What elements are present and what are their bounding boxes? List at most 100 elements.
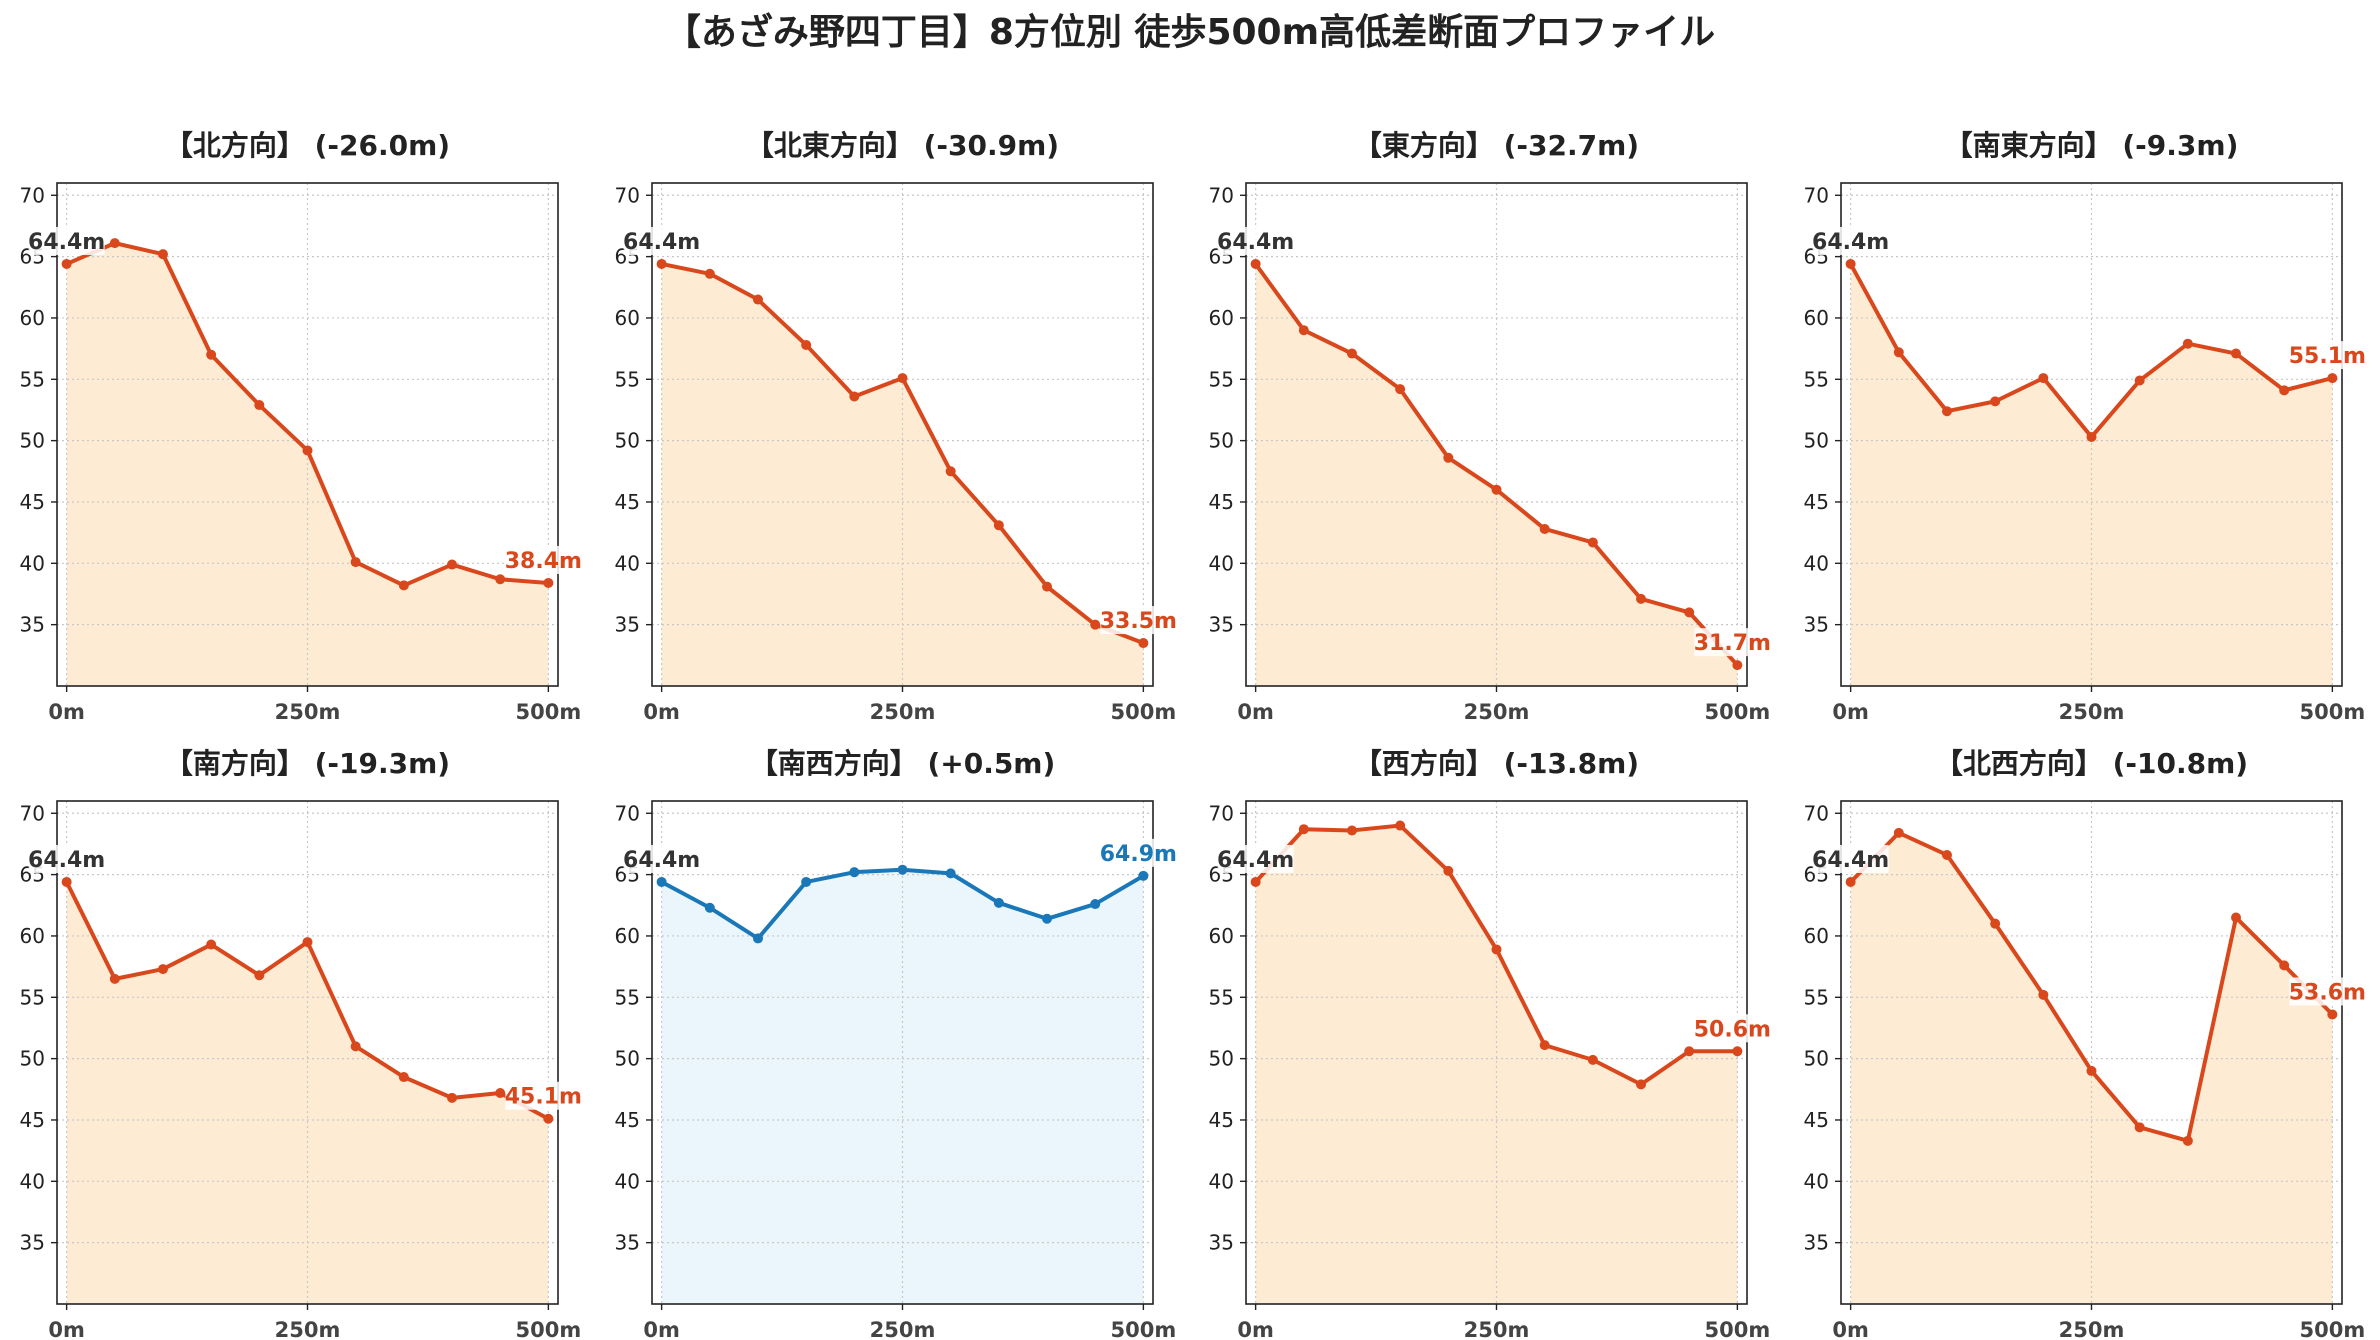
y-tick-label: 40	[1209, 551, 1234, 575]
data-point	[1443, 452, 1454, 463]
end-label-bg	[1100, 606, 1177, 635]
end-label-bg	[505, 545, 582, 574]
data-point	[1539, 1040, 1550, 1051]
data-point	[1845, 258, 1856, 269]
end-elevation-label: 64.9m	[1100, 842, 1177, 867]
end-label-bg	[2289, 977, 2366, 1006]
data-point	[1845, 876, 1856, 887]
data-point	[1539, 523, 1550, 534]
y-tick-label: 60	[1209, 924, 1234, 948]
start-label-bg	[1812, 226, 1889, 255]
data-point	[302, 445, 313, 456]
data-point	[2086, 1065, 2097, 1076]
data-point	[993, 897, 1004, 908]
data-point	[656, 876, 667, 887]
y-tick-label: 40	[1804, 551, 1829, 575]
y-tick-label: 35	[1209, 1231, 1234, 1255]
end-elevation-label: 38.4m	[505, 549, 582, 574]
data-point	[1491, 484, 1502, 495]
data-point	[61, 258, 72, 269]
panel-title: 【南東方向】 (-9.3m)	[1945, 129, 2239, 162]
data-point	[1636, 593, 1647, 604]
start-elevation-label: 64.4m	[1812, 230, 1889, 255]
data-point	[350, 557, 361, 568]
panel-title: 【北東方向】 (-30.9m)	[746, 129, 1059, 162]
data-point	[1684, 607, 1695, 618]
y-tick-label: 40	[20, 1169, 45, 1193]
data-point	[2038, 989, 2049, 1000]
start-elevation-label: 64.4m	[28, 230, 105, 255]
y-tick-label: 50	[615, 1047, 640, 1071]
x-tick-label: 250m	[870, 700, 936, 724]
panel-title: 【南西方向】 (+0.5m)	[750, 747, 1056, 780]
start-elevation-label: 64.4m	[28, 848, 105, 873]
data-point	[543, 1113, 554, 1124]
y-tick-label: 40	[1804, 1169, 1829, 1193]
x-tick-label: 250m	[1464, 700, 1530, 724]
y-tick-label: 70	[1804, 183, 1829, 207]
x-tick-label: 500m	[1705, 700, 1771, 724]
start-elevation-label: 64.4m	[1812, 848, 1889, 873]
panel-title: 【東方向】 (-32.7m)	[1354, 129, 1639, 162]
data-point	[543, 577, 554, 588]
data-point	[1941, 849, 1952, 860]
data-point	[1298, 824, 1309, 835]
y-tick-label: 60	[615, 924, 640, 948]
data-point	[2231, 348, 2242, 359]
end-label-bg	[1694, 1014, 1771, 1043]
data-point	[656, 258, 667, 269]
x-tick-label: 250m	[870, 1318, 936, 1340]
start-label-bg	[623, 844, 700, 873]
data-point	[1250, 258, 1261, 269]
y-tick-label: 35	[1209, 613, 1234, 637]
x-tick-label: 0m	[48, 1318, 85, 1340]
data-point	[206, 939, 217, 950]
x-tick-label: 250m	[2059, 700, 2125, 724]
data-point	[1395, 820, 1406, 831]
end-label-bg	[505, 1081, 582, 1110]
end-elevation-label: 53.6m	[2289, 980, 2366, 1005]
data-point	[2038, 373, 2049, 384]
data-point	[2086, 431, 2097, 442]
data-point	[2134, 1122, 2145, 1133]
end-label-bg	[1694, 628, 1771, 657]
y-tick-label: 70	[1209, 801, 1234, 825]
x-tick-label: 0m	[1832, 700, 1869, 724]
y-tick-label: 45	[1209, 490, 1234, 514]
y-tick-label: 45	[20, 490, 45, 514]
start-elevation-label: 64.4m	[1217, 230, 1294, 255]
data-point	[1042, 581, 1053, 592]
data-point	[993, 520, 1004, 531]
start-label-bg	[28, 844, 105, 873]
data-point	[350, 1041, 361, 1052]
y-tick-label: 35	[1804, 1231, 1829, 1255]
data-point	[704, 902, 715, 913]
data-point	[1042, 913, 1053, 924]
panel-title: 【北方向】 (-26.0m)	[165, 129, 450, 162]
data-point	[1138, 870, 1149, 881]
data-point	[1732, 660, 1743, 671]
start-label-bg	[1812, 844, 1889, 873]
y-tick-label: 70	[615, 183, 640, 207]
y-tick-label: 55	[20, 985, 45, 1009]
y-tick-label: 70	[1804, 801, 1829, 825]
area-fill	[1850, 832, 2333, 1304]
data-point	[801, 339, 812, 350]
start-label-bg	[1217, 844, 1294, 873]
end-elevation-label: 31.7m	[1694, 631, 1771, 656]
y-tick-label: 55	[1209, 985, 1234, 1009]
data-point	[849, 391, 860, 402]
area-fill	[1255, 263, 1738, 686]
end-elevation-label: 45.1m	[505, 1085, 582, 1110]
y-tick-label: 35	[615, 613, 640, 637]
data-point	[1090, 619, 1101, 630]
data-point	[1346, 348, 1357, 359]
figure-title: 【あざみ野四丁目】8方位別 徒歩500m高低差断面プロファイル	[665, 11, 1715, 53]
data-point	[2279, 960, 2290, 971]
x-tick-label: 0m	[643, 700, 680, 724]
y-tick-label: 55	[615, 985, 640, 1009]
